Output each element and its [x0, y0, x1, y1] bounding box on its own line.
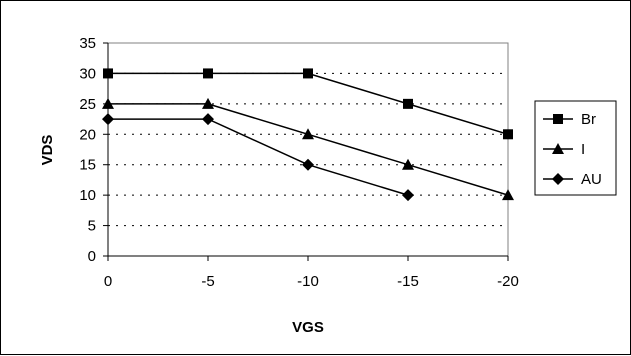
data-point-br: [503, 129, 513, 140]
data-point-au: [302, 158, 314, 171]
y-axis-title: VDS: [39, 135, 56, 166]
y-tick-label: 5: [88, 218, 96, 235]
data-point-au: [202, 113, 214, 126]
y-tick-label: 35: [79, 35, 96, 52]
data-point-br: [103, 68, 113, 79]
y-tick-label: 0: [88, 248, 96, 265]
data-point-br: [203, 68, 213, 79]
x-tick-label: -20: [497, 273, 519, 290]
y-tick-label: 15: [79, 157, 96, 174]
x-tick-label: 0: [104, 273, 112, 290]
legend-marker-i: [552, 143, 564, 154]
plot-area: [107, 42, 509, 257]
x-tick-label: -5: [201, 273, 214, 290]
y-tick-label: 30: [79, 65, 96, 82]
series-layer: [102, 68, 514, 202]
data-point-au: [102, 113, 114, 126]
legend-label-i: I: [581, 141, 585, 158]
data-point-au: [402, 189, 414, 202]
x-tick-label: -15: [397, 273, 419, 290]
data-point-i: [302, 128, 314, 140]
legend: Br I AU: [534, 100, 617, 196]
y-tick-label: 10: [79, 187, 96, 204]
legend-label-au: AU: [581, 171, 602, 188]
legend-box: [534, 100, 617, 196]
series-line-au: [108, 118, 409, 196]
data-point-br: [303, 68, 313, 79]
x-tick-label: -10: [297, 273, 319, 290]
tick-labels: 0 5 10 15 20 25 30 35 0 -5 -10 -15 -20: [79, 35, 519, 290]
data-point-i: [502, 189, 514, 201]
data-point-br: [403, 98, 413, 109]
data-point-i: [102, 97, 114, 109]
data-point-i: [402, 158, 414, 170]
y-tick-label: 20: [79, 126, 96, 143]
legend-marker-br: [553, 114, 563, 124]
x-axis-title: VGS: [292, 319, 324, 336]
legend-marker-au: [552, 173, 564, 185]
data-point-i: [202, 97, 214, 109]
y-tick-label: 25: [79, 96, 96, 113]
legend-label-br: Br: [581, 111, 596, 128]
